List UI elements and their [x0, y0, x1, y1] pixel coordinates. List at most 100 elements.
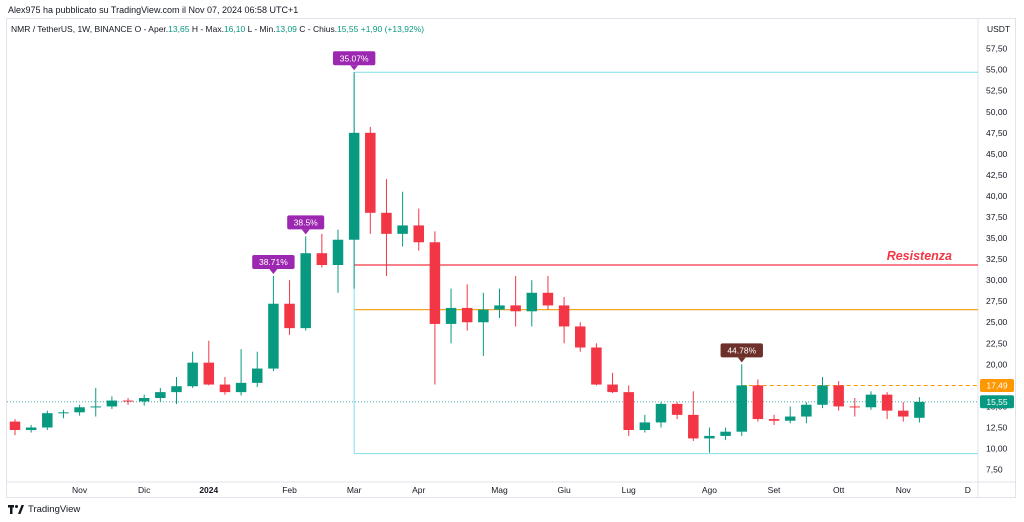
- annotation-pointer: [269, 268, 278, 274]
- open-value: 13,65: [168, 24, 190, 34]
- open-label: O - Aper.: [134, 24, 169, 34]
- x-tick-label: Feb: [282, 485, 297, 495]
- y-tick-label: 50,00: [986, 107, 1008, 117]
- candle-body: [752, 385, 764, 420]
- candle-body: [25, 427, 37, 431]
- y-tick-label: 52,50: [986, 86, 1008, 96]
- y-tick-label: 27,50: [986, 296, 1008, 306]
- candle-body: [494, 305, 505, 310]
- y-tick-label: 57,50: [986, 44, 1008, 54]
- x-tick-label: Ott: [833, 485, 845, 495]
- x-tick-label: Nov: [72, 485, 88, 495]
- y-tick-label: 12,50: [986, 422, 1008, 432]
- candle-body: [365, 132, 376, 213]
- candle-body: [235, 382, 247, 393]
- annotation-bubble: [252, 254, 295, 269]
- candle-body: [914, 401, 925, 418]
- footer: TradingView: [8, 504, 80, 515]
- candle-body: [881, 394, 893, 411]
- candle-body: [397, 225, 408, 234]
- candle-body: [445, 307, 457, 324]
- candle-body: [284, 303, 295, 329]
- candle-body: [720, 431, 731, 436]
- candle-body: [784, 416, 796, 421]
- annotation-label: 38.71%: [259, 257, 288, 267]
- candle-body: [817, 385, 828, 405]
- candle-body: [138, 398, 150, 402]
- candle-body: [9, 421, 21, 431]
- annotation-bubble: [332, 51, 376, 66]
- close-value: 15,55: [337, 24, 359, 34]
- candle-body: [332, 239, 344, 265]
- y-tick-label: 55,00: [986, 65, 1008, 75]
- annotation-label: 38.5%: [294, 218, 319, 228]
- change-value: +1,90 (+13,92%): [360, 24, 425, 34]
- resistance-label: Resistenza: [887, 249, 952, 263]
- y-tick-label: 32,50: [986, 254, 1008, 264]
- price-tag: [980, 395, 1014, 409]
- candle-body: [704, 435, 715, 439]
- y-tick-label: 10,00: [986, 444, 1008, 454]
- x-tick-label: Apr: [412, 485, 425, 495]
- annotation-bubble: [287, 215, 325, 230]
- x-tick-label: Lug: [622, 485, 636, 495]
- close-label: C - Chius.: [299, 24, 338, 34]
- y-axis-currency-label: USDT: [987, 24, 1010, 34]
- x-tick-label: Nov: [896, 485, 912, 495]
- candle-body: [736, 385, 747, 432]
- publisher-caption: Alex975 ha pubblicato su TradingView.com…: [8, 5, 299, 15]
- ohlc-legend: NMR / TetherUS, 1W, BINANCE O - Aper.13,…: [11, 24, 424, 34]
- candle-body: [203, 362, 215, 385]
- candle-body: [671, 403, 683, 415]
- candle-body: [558, 305, 570, 327]
- candle-body: [90, 406, 101, 408]
- x-tick-label: 2024: [199, 485, 218, 495]
- price-tag-label: 17,49: [986, 380, 1008, 390]
- candle-body: [316, 253, 328, 265]
- x-tick-label: Giu: [557, 485, 571, 495]
- candle-body: [591, 347, 602, 385]
- x-tick-label: Ago: [702, 485, 717, 495]
- candle-body: [106, 400, 118, 407]
- annotation-label: 35.07%: [340, 53, 369, 63]
- annotation-pointer: [301, 229, 310, 235]
- annotation-pointer: [737, 357, 746, 363]
- annotation-bubble: [720, 343, 763, 358]
- candle-body: [268, 303, 279, 369]
- candle-body: [542, 292, 554, 306]
- price-chart[interactable]: USDT7,5010,0012,5015,0017,5020,0022,5025…: [0, 0, 1024, 500]
- candle-body: [42, 413, 53, 428]
- candle-body: [768, 419, 780, 421]
- high-label: H - Max.: [191, 24, 224, 34]
- candle-body: [122, 400, 134, 402]
- candle-body: [898, 410, 909, 417]
- candle-body: [429, 242, 441, 324]
- candle-body: [849, 406, 861, 408]
- y-tick-label: 20,00: [986, 359, 1008, 369]
- x-tick-label: Mar: [347, 485, 362, 495]
- y-tick-label: 25,00: [986, 317, 1008, 327]
- footer-brand[interactable]: TradingView: [28, 504, 81, 515]
- high-value: 16,10: [223, 24, 246, 34]
- candle-body: [833, 385, 844, 407]
- candle-body: [655, 403, 667, 423]
- candle-body: [688, 414, 699, 439]
- candle-body: [252, 368, 263, 383]
- tradingview-logo-icon: [8, 505, 24, 514]
- y-tick-label: 45,00: [986, 149, 1008, 159]
- annotation-pointer: [350, 65, 359, 71]
- candle-body: [526, 292, 538, 312]
- candle-body: [510, 305, 521, 312]
- y-tick-label: 7,50: [986, 465, 1003, 475]
- candle-body: [171, 386, 182, 393]
- candle-body: [300, 253, 311, 329]
- symbol-name[interactable]: NMR / TetherUS, 1W, BINANCE: [11, 24, 133, 34]
- x-tick-label: Dic: [138, 485, 151, 495]
- candle-body: [381, 212, 392, 234]
- candle-body: [607, 384, 618, 393]
- x-tick-label: D: [965, 485, 971, 495]
- x-tick-label: Mag: [491, 485, 508, 495]
- candle-body: [623, 392, 634, 431]
- y-tick-label: 42,50: [986, 170, 1008, 180]
- candle-body: [461, 307, 473, 323]
